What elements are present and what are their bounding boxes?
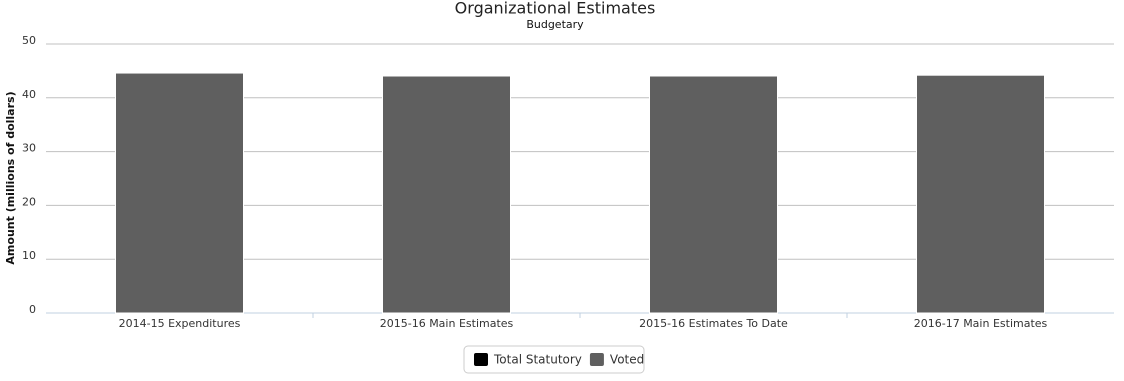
legend-label[interactable]: Total Statutory xyxy=(493,353,582,367)
y-tick-label: 40 xyxy=(22,88,36,101)
legend-label[interactable]: Voted xyxy=(610,353,644,367)
legend-swatch[interactable] xyxy=(474,353,488,366)
bar[interactable] xyxy=(115,72,244,314)
legend-box xyxy=(463,345,645,374)
y-axis-label: Amount (millions of dollars) xyxy=(4,91,17,264)
y-tick-label: 30 xyxy=(22,142,36,155)
x-tick-label: 2015-16 Estimates To Date xyxy=(639,317,788,330)
x-tick-label: 2015-16 Main Estimates xyxy=(380,317,514,330)
y-tick-label: 20 xyxy=(22,195,36,208)
y-tick-label: 50 xyxy=(22,34,36,47)
bar[interactable] xyxy=(916,74,1045,314)
chart-title: Organizational Estimates xyxy=(455,0,656,18)
bar[interactable] xyxy=(382,75,511,314)
chart-subtitle: Budgetary xyxy=(526,18,584,31)
legend-swatch[interactable] xyxy=(589,353,604,366)
y-tick-label: 0 xyxy=(29,303,36,316)
x-tick-label: 2014-15 Expenditures xyxy=(119,317,241,330)
x-tick-label: 2016-17 Main Estimates xyxy=(914,317,1048,330)
bar[interactable] xyxy=(649,75,778,314)
y-tick-label: 10 xyxy=(22,249,36,262)
